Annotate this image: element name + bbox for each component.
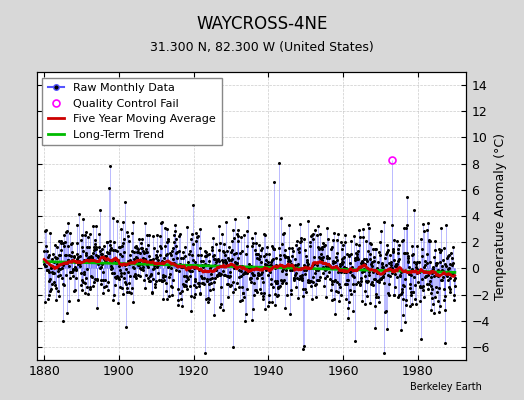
Text: WAYCROSS-4NE: WAYCROSS-4NE [196, 15, 328, 33]
Text: 31.300 N, 82.300 W (United States): 31.300 N, 82.300 W (United States) [150, 42, 374, 54]
Y-axis label: Temperature Anomaly (°C): Temperature Anomaly (°C) [494, 132, 507, 300]
Legend: Raw Monthly Data, Quality Control Fail, Five Year Moving Average, Long-Term Tren: Raw Monthly Data, Quality Control Fail, … [42, 78, 222, 145]
Text: Berkeley Earth: Berkeley Earth [410, 382, 482, 392]
